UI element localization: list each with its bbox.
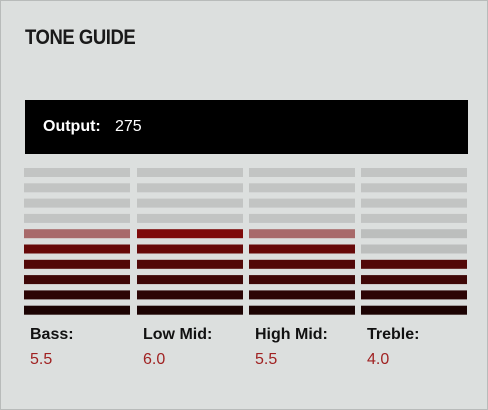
band-label: Treble: [367, 326, 419, 343]
meter-segment [137, 229, 243, 239]
meter-segment [361, 213, 467, 223]
meter-segment [249, 213, 355, 223]
meter-segment [361, 183, 467, 193]
meter-segment [249, 244, 355, 254]
meter-segment [137, 198, 243, 208]
band-label: Bass: [30, 326, 74, 343]
band-value: 5.5 [30, 351, 52, 368]
meter-segment [137, 244, 243, 254]
output-box: Output: 275 [25, 100, 468, 154]
meter-segment [361, 229, 467, 239]
meter-segment [137, 305, 243, 315]
meter-segment [249, 290, 355, 300]
meter-segment [24, 198, 130, 208]
title: TONE GUIDE [25, 26, 136, 49]
band-label: Low Mid: [143, 326, 212, 343]
meter-segment [361, 198, 467, 208]
meter-segment [361, 259, 467, 269]
output-label: Output: [43, 118, 101, 135]
meter-segment [249, 305, 355, 315]
meter-segment [249, 229, 355, 239]
meter-segment [361, 244, 467, 254]
meter-segment [361, 305, 467, 315]
meter-segment [249, 183, 355, 193]
meter-segment [361, 290, 467, 300]
meter-segment [249, 259, 355, 269]
meter-segment [137, 213, 243, 223]
meter-segment [24, 244, 130, 254]
meter-segment [137, 290, 243, 300]
meter-segment [24, 259, 130, 269]
meter-segment [137, 168, 243, 177]
meter-segment [137, 183, 243, 193]
meter-segment [137, 259, 243, 269]
meter-segment [249, 168, 355, 177]
meter-segment [249, 275, 355, 285]
meter-segment [249, 198, 355, 208]
meter-segment [24, 275, 130, 285]
meter-segment [361, 275, 467, 285]
meter-segment [361, 168, 467, 177]
meter-segment [24, 213, 130, 223]
band-value: 4.0 [367, 351, 389, 368]
meter-segment [24, 305, 130, 315]
meter-segment [24, 183, 130, 193]
band-value: 5.5 [255, 351, 277, 368]
meter-segment [137, 275, 243, 285]
band-label: High Mid: [255, 326, 328, 343]
output-value: 275 [115, 118, 142, 135]
meter-segment [24, 229, 130, 239]
band-value: 6.0 [143, 351, 165, 368]
meter-segment [24, 290, 130, 300]
meter-segment [24, 168, 130, 177]
